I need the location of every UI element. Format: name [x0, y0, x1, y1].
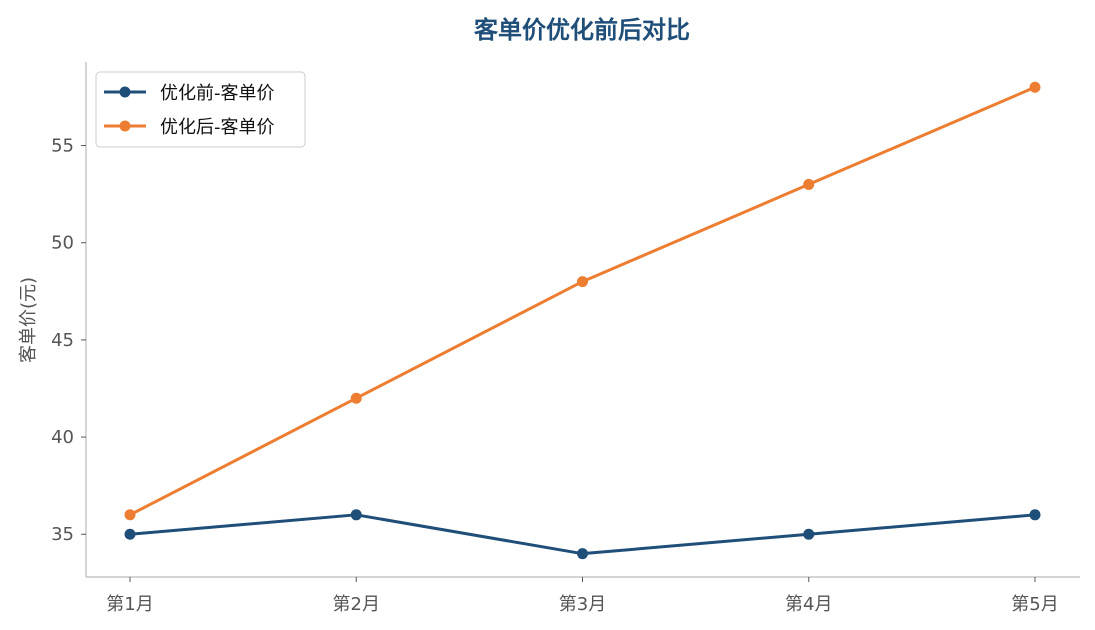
x-tick-label: 第4月: [785, 594, 832, 615]
y-tick-label: 45: [51, 330, 74, 351]
x-tick-label: 第3月: [559, 594, 606, 615]
y-tick-label: 35: [51, 524, 74, 545]
y-tick-label: 40: [51, 427, 74, 448]
y-tick-label: 55: [51, 136, 74, 157]
y-tick-label: 50: [51, 233, 74, 254]
x-tick-label: 第1月: [106, 594, 153, 615]
data-point[interactable]: [350, 392, 362, 404]
data-point[interactable]: [803, 178, 815, 190]
legend-swatch-marker: [119, 86, 131, 98]
data-point[interactable]: [124, 528, 136, 540]
series-line-2: [128, 85, 1037, 517]
data-point[interactable]: [124, 509, 136, 521]
legend-box: [95, 71, 306, 148]
data-point[interactable]: [350, 509, 362, 521]
y-axis-label: 客单价(元): [18, 277, 39, 363]
data-point[interactable]: [577, 548, 588, 560]
data-point[interactable]: [1029, 81, 1041, 93]
data-point[interactable]: [577, 276, 588, 288]
data-point[interactable]: [1029, 509, 1041, 521]
legend-entry[interactable]: 优化后-客单价: [160, 117, 275, 138]
x-tick-label: 第2月: [333, 594, 380, 615]
chart-title: 客单价优化前后对比: [474, 16, 690, 44]
series-layer: [124, 81, 1041, 560]
axes: 35 40 45 50 55 第1月 第2月 第3月 第4月 第5月: [51, 62, 1080, 615]
series-line-1: [128, 513, 1037, 556]
data-point[interactable]: [803, 528, 815, 540]
x-tick-label: 第5月: [1011, 594, 1058, 615]
legend-swatch-marker: [119, 120, 131, 132]
legend-entry[interactable]: 优化前-客单价: [160, 83, 275, 104]
